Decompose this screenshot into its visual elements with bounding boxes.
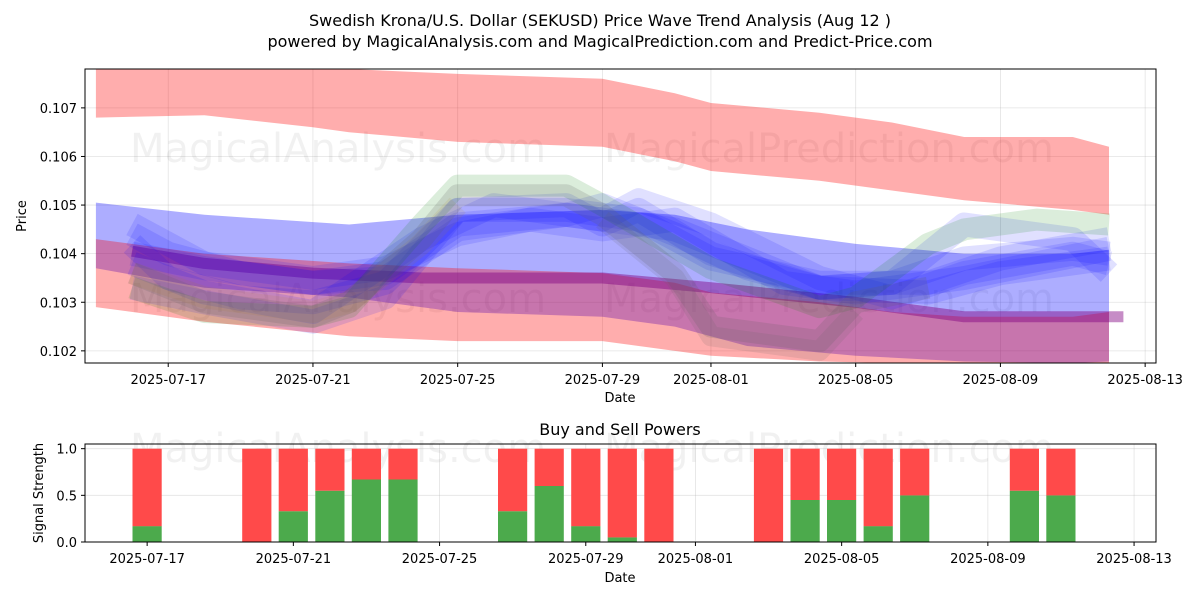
price-ytick-label-2: 0.104 xyxy=(40,248,77,263)
watermark-prediction-mid: MagicalPrediction.com xyxy=(604,276,1054,322)
price-xtick-label-5: 2025-08-05 xyxy=(818,373,894,388)
sell-bar-2025-08-05 xyxy=(827,448,857,500)
watermark-analysis-mid: MagicalAnalysis.com xyxy=(130,276,546,322)
signal-y-axis-label: Signal Strength xyxy=(32,443,47,543)
signal-xtick-label-3: 2025-07-29 xyxy=(548,552,624,567)
blue-wave-3 xyxy=(127,188,1113,324)
signal-y-ticks: 0.0 0.5 1.0 xyxy=(56,443,85,551)
price-lines xyxy=(123,174,1124,361)
purple-trend xyxy=(131,245,1124,323)
signal-xtick-label-7: 2025-08-13 xyxy=(1096,552,1172,567)
sell-bar-2025-07-17 xyxy=(132,448,162,527)
buy-bar-2025-08-05 xyxy=(827,500,857,542)
buy-bar-2025-08-11 xyxy=(1046,495,1076,542)
chart-title-line2: powered by MagicalAnalysis.com and Magic… xyxy=(267,32,932,51)
signal-x-axis-label: Date xyxy=(604,571,635,586)
signal-chart: Buy and Sell Powers MagicalAnalysis.com … xyxy=(32,420,1172,586)
sell-bar-2025-08-11 xyxy=(1046,448,1076,496)
signal-xtick-label-6: 2025-08-09 xyxy=(950,552,1026,567)
sell-bar-2025-08-03 xyxy=(753,448,784,542)
signal-xtick-label-2: 2025-07-25 xyxy=(402,552,478,567)
buy-bar-2025-08-10 xyxy=(1009,490,1039,542)
price-ytick-label-1: 0.103 xyxy=(40,296,77,311)
buy-bar-2025-07-24 xyxy=(388,479,418,542)
sell-bar-2025-07-27 xyxy=(498,448,528,512)
signal-x-ticks: 2025-07-17 2025-07-21 2025-07-25 2025-07-29… xyxy=(109,542,1172,567)
buy-bar-2025-07-22 xyxy=(315,490,345,542)
sell-bar-2025-07-28 xyxy=(534,448,564,486)
sell-bar-2025-07-29 xyxy=(571,448,601,527)
signal-xtick-label-5: 2025-08-05 xyxy=(804,552,880,567)
watermark-prediction-top: MagicalPrediction.com xyxy=(604,126,1054,172)
price-chart: MagicalAnalysis.com MagicalPrediction.co… xyxy=(15,68,1183,406)
blue-wave-6 xyxy=(129,202,1111,300)
signal-xtick-label-1: 2025-07-21 xyxy=(256,552,332,567)
buy-bar-2025-07-17 xyxy=(132,526,162,542)
blue-channel-band xyxy=(95,202,1109,363)
tan-wave-1 xyxy=(128,197,466,323)
blue-wave-1 xyxy=(123,197,1112,315)
price-xtick-label-6: 2025-08-09 xyxy=(963,373,1039,388)
buy-bar-2025-07-29 xyxy=(571,526,601,542)
price-x-axis-label: Date xyxy=(604,391,635,406)
gray-dip-wave xyxy=(127,184,931,353)
lower-red-band xyxy=(95,239,1109,363)
sell-bar-2025-07-31 xyxy=(644,448,674,542)
sell-bar-2025-08-06 xyxy=(863,448,893,527)
buy-bar-2025-07-28 xyxy=(534,486,564,542)
price-xtick-label-3: 2025-07-29 xyxy=(565,373,641,388)
price-xtick-label-2: 2025-07-25 xyxy=(420,373,496,388)
blue-wave-5 xyxy=(129,193,1118,334)
signal-xtick-label-4: 2025-08-01 xyxy=(658,552,734,567)
buy-bar-2025-07-21 xyxy=(278,511,308,542)
chart-title-line1: Swedish Krona/U.S. Dollar (SEKUSD) Price… xyxy=(309,11,891,30)
sell-bar-2025-07-24 xyxy=(388,448,418,480)
sell-bar-2025-08-04 xyxy=(790,448,820,500)
signal-plot-frame xyxy=(84,443,1157,543)
green-wave xyxy=(128,174,1110,328)
sell-bar-2025-07-21 xyxy=(278,448,308,512)
buy-bar-2025-07-27 xyxy=(498,511,528,542)
price-xtick-label-7: 2025-08-13 xyxy=(1107,373,1183,388)
signal-bars xyxy=(132,448,1076,542)
upper-red-band xyxy=(95,69,1109,215)
signal-ytick-label-2: 1.0 xyxy=(56,443,77,458)
sell-bar-2025-08-07 xyxy=(900,448,930,496)
price-ytick-label-4: 0.106 xyxy=(40,150,77,165)
price-plot-frame xyxy=(84,68,1157,364)
signal-xtick-label-0: 2025-07-17 xyxy=(109,552,185,567)
price-ytick-label-3: 0.105 xyxy=(40,199,77,214)
buy-bar-2025-08-04 xyxy=(790,500,820,542)
price-ytick-label-5: 0.107 xyxy=(40,102,77,117)
blue-wave-2 xyxy=(126,193,1111,305)
price-y-ticks: 0.102 0.103 0.104 0.105 0.106 0.107 xyxy=(40,102,85,360)
signal-chart-title: Buy and Sell Powers xyxy=(539,420,701,439)
sell-bar-2025-07-23 xyxy=(351,448,381,480)
price-grid xyxy=(85,69,1156,363)
buy-bar-2025-08-07 xyxy=(900,495,930,542)
gray-dip-wave-2 xyxy=(596,211,864,361)
price-y-axis-label: Price xyxy=(15,200,30,232)
sell-bar-2025-07-30 xyxy=(607,448,637,538)
buy-bar-2025-07-23 xyxy=(351,479,381,542)
price-xtick-label-0: 2025-07-17 xyxy=(130,373,206,388)
buy-bar-2025-07-30 xyxy=(607,537,637,542)
signal-ytick-label-0: 0.0 xyxy=(56,536,77,551)
sell-bar-2025-08-10 xyxy=(1009,448,1039,491)
price-xtick-label-1: 2025-07-21 xyxy=(275,373,351,388)
price-watermarks: MagicalAnalysis.com MagicalPrediction.co… xyxy=(130,126,1054,322)
price-ytick-label-0: 0.102 xyxy=(40,345,77,360)
buy-bar-2025-08-06 xyxy=(863,526,893,542)
blue-wave-4 xyxy=(126,207,1112,305)
watermark-analysis-top: MagicalAnalysis.com xyxy=(130,126,546,172)
price-xtick-label-4: 2025-08-01 xyxy=(673,373,749,388)
signal-ytick-label-1: 0.5 xyxy=(56,489,77,504)
price-bands xyxy=(95,69,1109,363)
sell-bar-2025-07-22 xyxy=(315,448,345,491)
price-x-ticks: 2025-07-17 2025-07-21 2025-07-25 2025-07-29… xyxy=(130,363,1183,388)
sell-bar-2025-07-20 xyxy=(242,448,272,542)
